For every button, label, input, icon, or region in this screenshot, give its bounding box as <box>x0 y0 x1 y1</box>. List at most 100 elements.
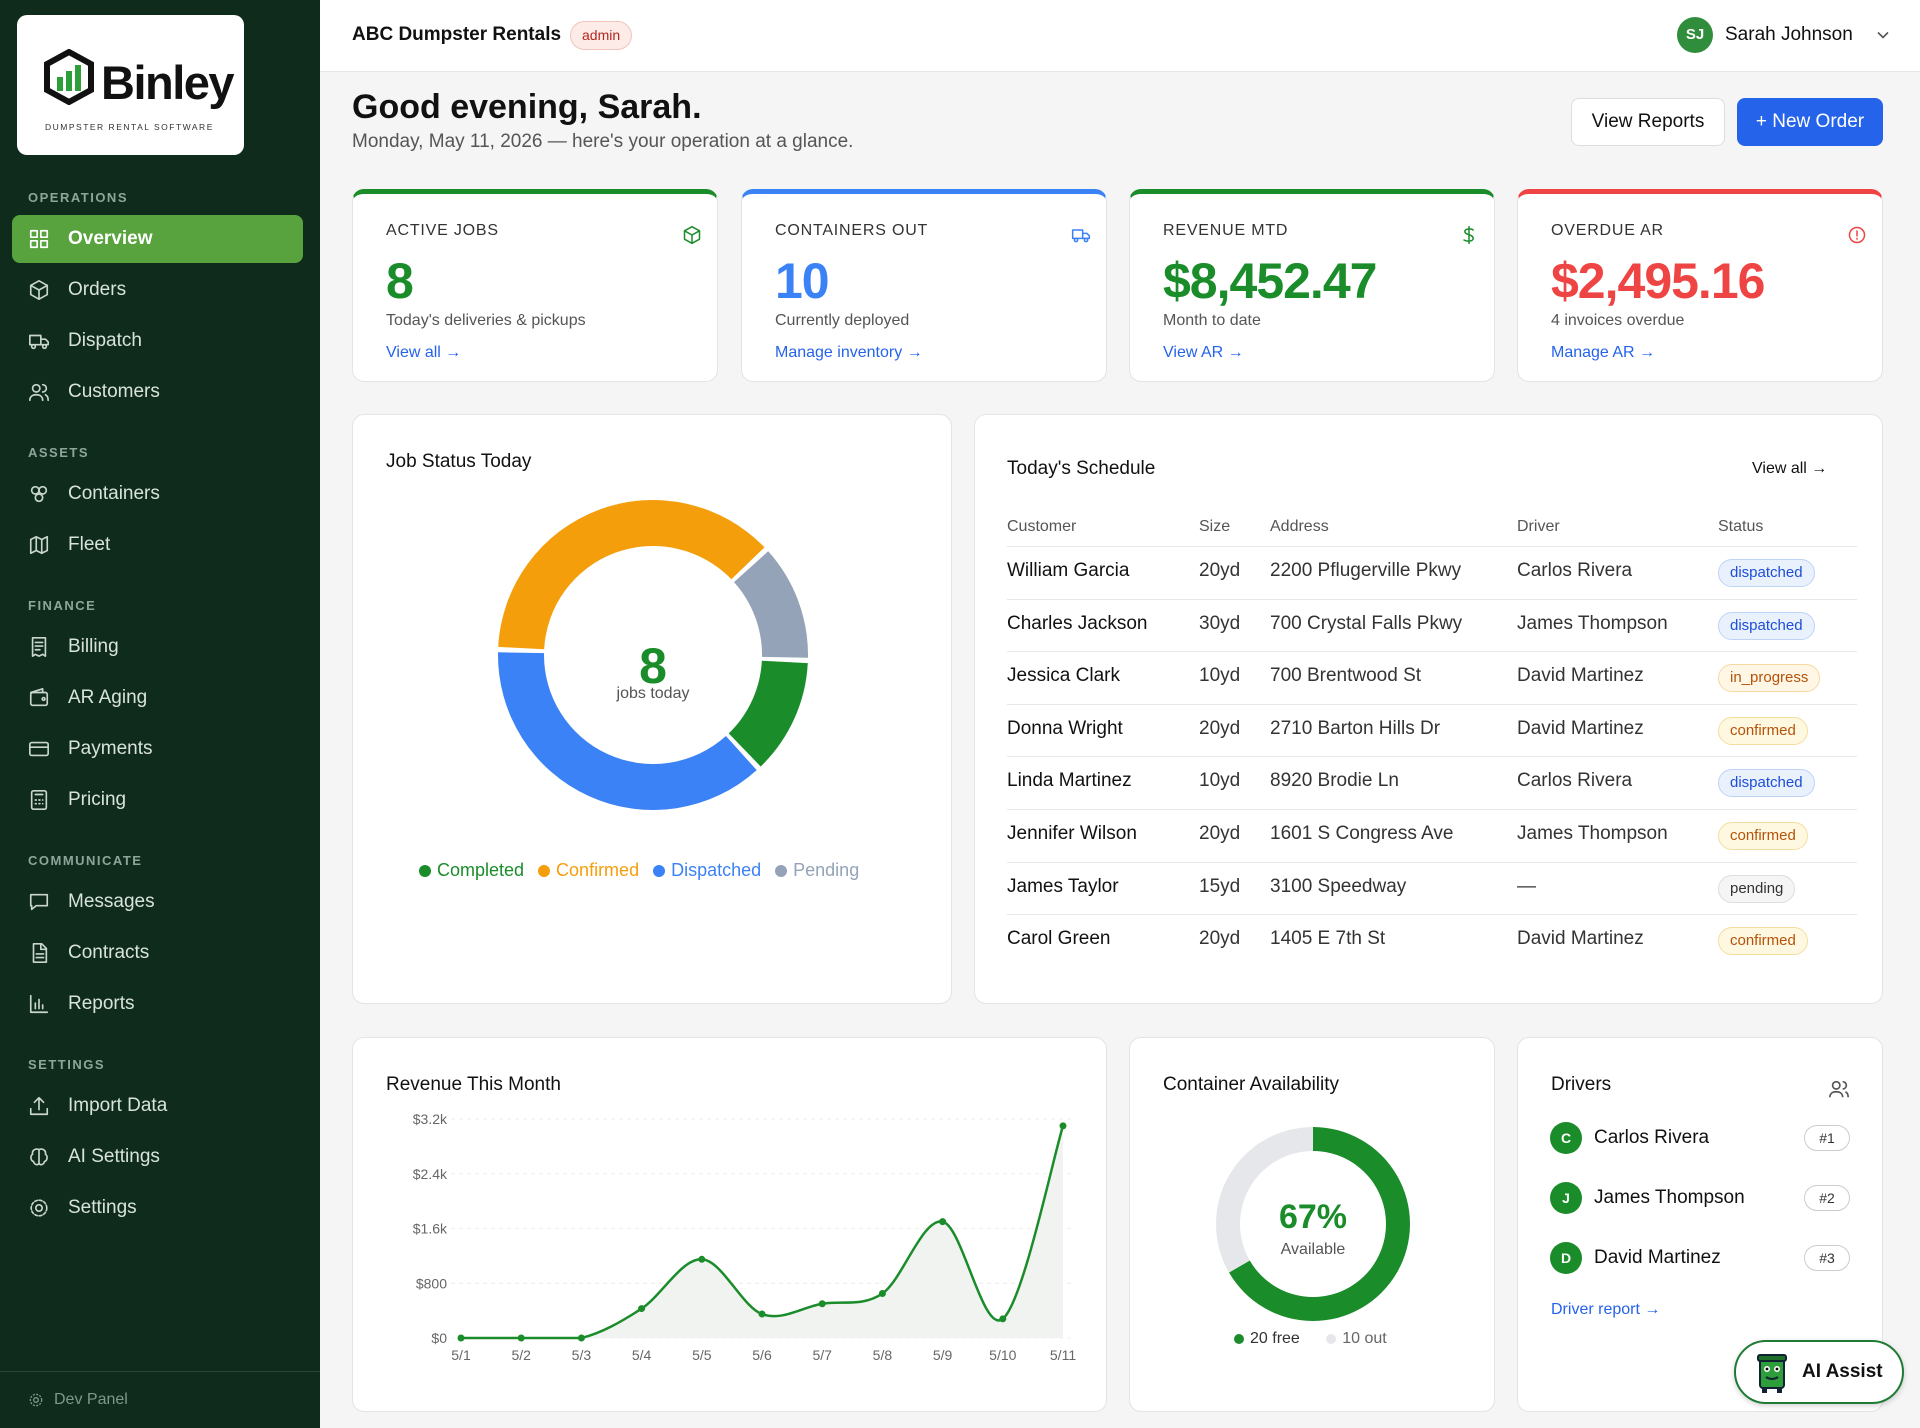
revenue-point[interactable] <box>818 1300 826 1308</box>
y-tick-label: $3.2k <box>413 1111 448 1127</box>
sidebar-item-customers[interactable]: Customers <box>12 368 303 416</box>
dev-panel-button[interactable]: Dev Panel <box>0 1371 320 1428</box>
address-cell: 2200 Pflugerville Pkwy <box>1270 560 1462 581</box>
address-cell: 1601 S Congress Ave <box>1270 823 1454 844</box>
address-cell: 700 Brentwood St <box>1270 665 1422 687</box>
size-cell: 20yd <box>1199 823 1241 844</box>
stat-label: REVENUE MTD <box>1163 222 1289 239</box>
sidebar-item-contracts[interactable]: Contracts <box>12 929 303 977</box>
status-badge: dispatched <box>1718 559 1815 587</box>
revenue-point[interactable] <box>1059 1122 1067 1130</box>
stat-link[interactable]: View AR → <box>1163 344 1244 361</box>
job-status-card: Job Status Today 8 jobs today Completed C… <box>352 414 952 1004</box>
revenue-point[interactable] <box>457 1334 465 1342</box>
binley-logo-icon <box>44 49 94 105</box>
stat-link[interactable]: Manage inventory → <box>775 344 923 361</box>
revenue-point[interactable] <box>999 1315 1007 1323</box>
revenue-point[interactable] <box>758 1310 766 1318</box>
map-icon <box>29 535 49 555</box>
sidebar-item-pricing[interactable]: Pricing <box>12 776 303 824</box>
row-divider <box>1007 651 1857 653</box>
status-badge: dispatched <box>1718 611 1815 640</box>
job-status-confirmed-slice[interactable] <box>498 500 765 650</box>
sidebar-item-payments[interactable]: Payments <box>12 725 303 773</box>
sidebar-item-ar-aging[interactable]: AR Aging <box>12 674 303 722</box>
row-divider <box>1007 861 1857 863</box>
view-reports-button[interactable]: View Reports <box>1571 98 1725 146</box>
driver-report-link[interactable]: Driver report → <box>1551 1301 1661 1318</box>
stat-link[interactable]: View all → <box>386 344 462 361</box>
container-out-slice[interactable] <box>1216 1127 1313 1273</box>
sidebar-item-settings[interactable]: Settings <box>12 1184 303 1232</box>
revenue-point[interactable] <box>878 1290 886 1298</box>
revenue-point[interactable] <box>517 1334 525 1342</box>
sidebar-item-containers[interactable]: Containers <box>12 470 303 518</box>
sidebar-item-dispatch[interactable]: Dispatch <box>12 317 303 365</box>
size-cell: 20yd <box>1199 928 1241 950</box>
schedule-view-all-link[interactable]: View all → <box>1752 460 1828 477</box>
revenue-point[interactable] <box>638 1305 646 1313</box>
customer-cell: Jessica Clark <box>1007 665 1120 687</box>
revenue-area <box>461 1125 1063 1338</box>
row-divider <box>1007 598 1857 600</box>
stat-label: CONTAINERS OUT <box>775 222 929 239</box>
column-header-size: Size <box>1199 518 1231 535</box>
sidebar-item-overview[interactable]: Overview <box>12 215 303 263</box>
sidebar-section-communicate: COMMUNICATE <box>28 853 143 868</box>
customer-cell: William Garcia <box>1007 560 1130 581</box>
size-cell: 10yd <box>1199 770 1241 792</box>
customer-cell: Charles Jackson <box>1007 612 1148 634</box>
sidebar-section-assets: ASSETS <box>28 445 90 460</box>
legend-dot-out <box>1326 1334 1337 1344</box>
driver-rank-badge: #1 <box>1804 1125 1850 1151</box>
customer-cell: Donna Wright <box>1007 717 1123 739</box>
size-cell: 30yd <box>1199 612 1241 634</box>
container-availability-card: Container Availability 67% Available 20 … <box>1129 1037 1495 1412</box>
driver-cell: James Thompson <box>1517 612 1668 634</box>
driver-name: James Thompson <box>1594 1187 1745 1208</box>
card-icon <box>29 741 49 757</box>
topbar: ABC Dumpster Rentals admin SJ Sarah John… <box>320 0 1920 72</box>
gear-icon <box>29 1393 43 1407</box>
user-avatar[interactable]: SJ <box>1677 17 1713 53</box>
sidebar-item-import-data[interactable]: Import Data <box>12 1082 303 1130</box>
revenue-point[interactable] <box>939 1218 947 1226</box>
sidebar-item-fleet[interactable]: Fleet <box>12 521 303 569</box>
sidebar-item-ai-settings[interactable]: AI Settings <box>12 1133 303 1181</box>
container-percent-label: Available <box>1280 1241 1346 1258</box>
message-icon <box>29 893 49 911</box>
page-subtitle: Monday, May 11, 2026 — here's your opera… <box>352 131 854 152</box>
job-status-completed-slice[interactable] <box>728 660 808 767</box>
stat-value: 8 <box>386 253 414 309</box>
job-status-dispatched-slice[interactable] <box>498 652 757 810</box>
x-tick-label: 5/11 <box>1050 1347 1076 1363</box>
brand-logo[interactable]: Binley DUMPSTER RENTAL SOFTWARE <box>17 15 244 155</box>
sidebar-item-label: Fleet <box>68 534 111 555</box>
column-header-address: Address <box>1270 518 1329 535</box>
job-status-pending-slice[interactable] <box>734 551 808 658</box>
revenue-point[interactable] <box>577 1334 585 1342</box>
table-divider <box>1007 546 1857 547</box>
sidebar-item-label: Reports <box>68 993 135 1014</box>
stat-link[interactable]: Manage AR → <box>1551 344 1656 361</box>
y-tick-label: $2.4k <box>413 1166 448 1182</box>
address-cell: 1405 E 7th St <box>1270 928 1386 950</box>
column-header-status: Status <box>1718 518 1764 535</box>
x-tick-label: 5/5 <box>692 1347 712 1363</box>
driver-name: David Martinez <box>1594 1247 1721 1268</box>
chevron-down-icon[interactable] <box>1876 28 1890 42</box>
sidebar-item-reports[interactable]: Reports <box>12 980 303 1028</box>
x-tick-label: 5/4 <box>632 1347 652 1363</box>
x-tick-label: 5/3 <box>572 1347 592 1363</box>
sidebar-item-label: Messages <box>68 891 155 912</box>
new-order-button[interactable]: + New Order <box>1737 98 1883 146</box>
sidebar-item-billing[interactable]: Billing <box>12 623 303 671</box>
user-menu[interactable]: Sarah Johnson <box>1725 24 1853 45</box>
revenue-point[interactable] <box>698 1255 706 1263</box>
legend-dot-free <box>1234 1334 1244 1344</box>
sidebar-item-label: Containers <box>68 483 160 504</box>
x-tick-label: 5/8 <box>873 1347 893 1363</box>
sidebar-item-orders[interactable]: Orders <box>12 266 303 314</box>
sidebar-item-messages[interactable]: Messages <box>12 878 303 926</box>
ai-assist-button[interactable]: AI Assist <box>1734 1340 1904 1404</box>
